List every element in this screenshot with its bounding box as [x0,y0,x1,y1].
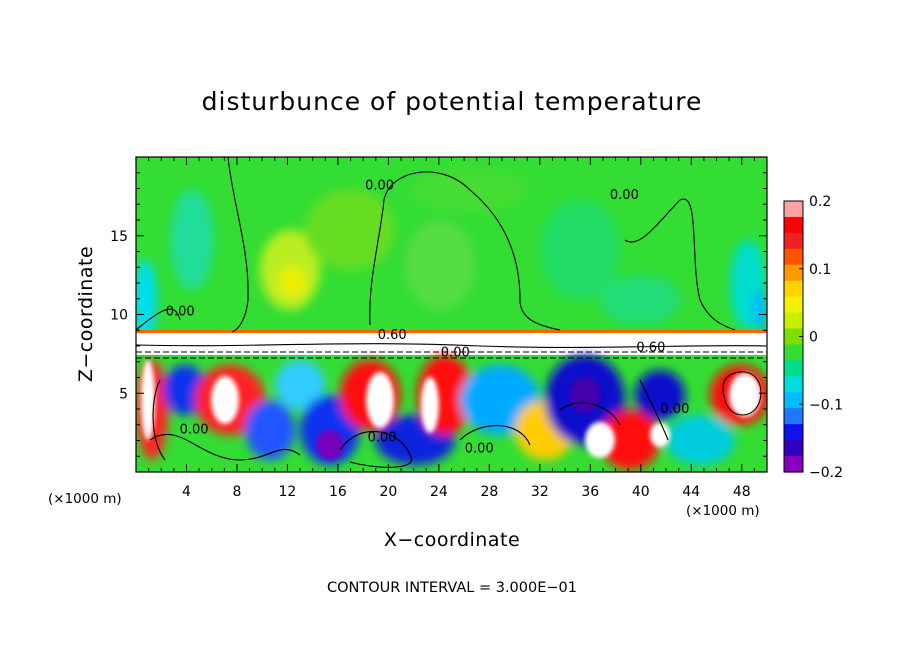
heatmap-field [136,157,767,472]
x-tick-label: 8 [232,484,241,500]
x-tick-label: 24 [430,484,448,500]
lower-layer-extremes [141,360,761,460]
chart-title: disturbunce of potential temperature [202,87,703,116]
x-left-unit-label: (×1000 m) [48,491,122,507]
colorbar-swatch [784,328,803,346]
colorbar-tick-label: 0 [809,330,818,346]
interface-band [136,333,767,355]
colorbar-swatch [784,216,803,234]
contour-label: 0.00 [660,402,689,417]
colorbar-swatch [784,440,803,457]
y-axis-label: Z−coordinate [75,246,97,382]
colorbar-swatch [784,376,803,393]
lower-layer-eddies [136,355,767,470]
x-tick-label: 12 [279,484,297,500]
colorbar-swatch [784,456,803,473]
upper-layer-shading [136,168,767,340]
x-tick-label: 36 [581,484,599,500]
colorbar-swatch [784,296,803,314]
contour-lines [136,157,767,468]
colorbar-swatch [784,232,803,250]
contour-label: 0.00 [180,422,209,437]
contour-label: 0.00 [365,178,394,193]
colorbar-swatch [784,408,803,425]
colorbar-swatch [784,248,803,266]
colorbar-swatch [784,344,803,362]
colorbar-swatch [784,312,803,330]
contour-label: 0.00 [441,345,470,360]
y-tick-label: 5 [119,386,128,402]
colorbar-swatch [784,201,803,218]
colorbar-swatch [784,280,803,298]
x-tick-label: 40 [632,484,650,500]
x-axis-label: X−coordinate [384,529,520,551]
contour-label: 0.00 [166,304,195,319]
x-tick-label: 4 [182,484,191,500]
x-tick-label: 48 [733,484,751,500]
colorbar-swatch [784,424,803,441]
contour-label: 0.00 [368,430,397,445]
x-tick-label: 20 [379,484,397,500]
x-tick-label: 44 [682,484,700,500]
colorbar-swatch [784,264,803,282]
y-tick-label: 10 [110,308,128,324]
colorbar-tick-label: −0.2 [809,465,843,481]
colorbar-swatch [784,392,803,409]
colorbar-tick-label: 0.1 [809,262,831,278]
x-tick-label: 32 [531,484,549,500]
contour-label: 0.60 [636,341,665,356]
contour-label: 0.00 [610,188,639,203]
contour-label: 0.60 [378,328,407,343]
x-right-unit-label: (×1000 m) [686,503,760,519]
colorbar-tick-label: 0.2 [809,194,831,210]
contour-label: 0.00 [465,441,494,456]
colorbar-tick-label: −0.1 [809,397,843,413]
x-tick-label: 16 [329,484,347,500]
colorbar-swatch [784,360,803,377]
contour-interval-note: CONTOUR INTERVAL = 3.000E−01 [327,580,577,596]
x-tick-label: 28 [480,484,498,500]
colorbar [784,201,803,473]
y-tick-label: 15 [110,229,128,245]
